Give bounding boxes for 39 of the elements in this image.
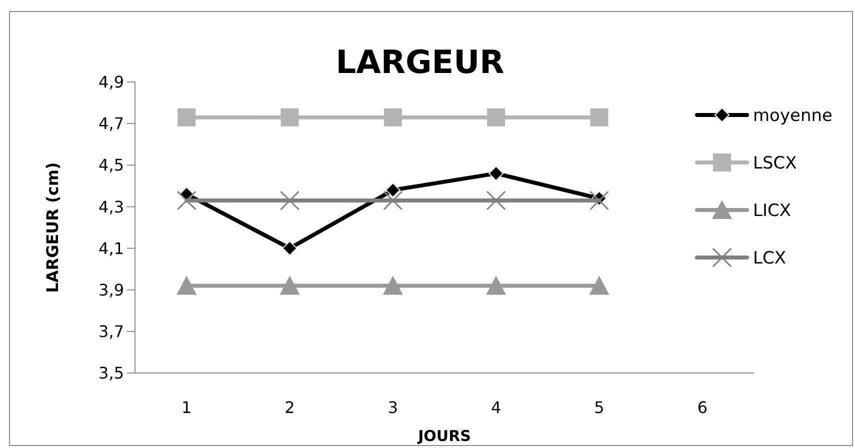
point [382,276,403,295]
point [486,276,506,295]
y-tick-label: 4,1 [98,238,124,258]
y-tick-label: 3,9 [98,280,124,300]
point [488,166,504,181]
chart-title: LARGEUR [336,43,504,81]
y-tick-label: 4,7 [98,114,124,134]
x-tick-label: 4 [490,398,502,417]
point [280,276,300,295]
legend-label: LSCX [753,153,798,174]
point [590,108,608,126]
x-axis-title: JOURS [417,427,471,445]
y-tick-label: 4,9 [98,72,124,92]
x-tick-label: 2 [284,398,295,417]
y-tick-label: 3,5 [98,364,124,383]
legend-label: moyenne [753,106,832,126]
x-tick-label: 5 [594,398,604,417]
point [176,276,197,295]
y-tick-label: 4,3 [98,197,124,216]
point [384,108,402,126]
legend-label: LCX [753,248,786,268]
point [487,108,506,126]
point [280,190,300,210]
x-tick-label: 1 [181,398,192,417]
point [486,190,506,210]
y-tick-label: 3,7 [98,322,124,342]
y-tick-label: 4,5 [98,156,124,175]
point [176,190,196,210]
point [590,190,609,210]
point [280,108,299,126]
y-axis-title: LARGEUR (cm) [43,162,62,293]
point [282,240,298,256]
x-tick-label: 3 [388,398,398,417]
x-tick-label: 6 [697,398,708,417]
legend-label: LICX [753,200,792,221]
point [178,108,196,126]
point [589,276,610,295]
point [385,182,400,198]
point [383,190,403,210]
